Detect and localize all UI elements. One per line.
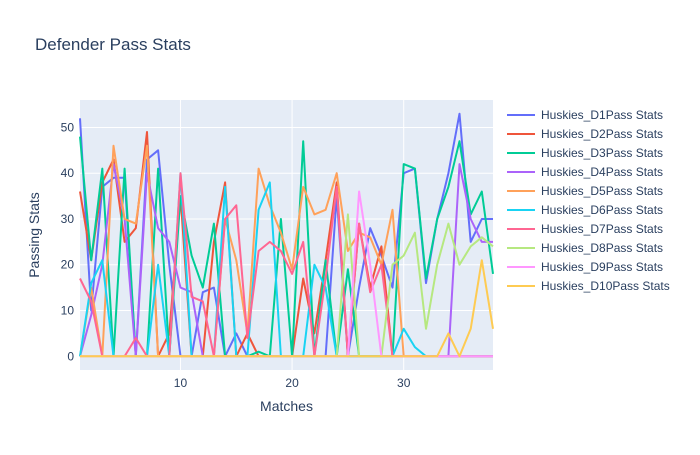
legend-item[interactable]: Huskies_D6Pass Stats — [507, 203, 663, 217]
legend-item[interactable]: Huskies_D3Pass Stats — [507, 146, 663, 160]
legend-item[interactable]: Huskies_D1Pass Stats — [507, 108, 663, 122]
y-tick-label: 40 — [61, 166, 75, 180]
legend-label: Huskies_D10Pass Stats — [541, 279, 670, 293]
legend-item[interactable]: Huskies_D5Pass Stats — [507, 184, 663, 198]
legend-item[interactable]: Huskies_D7Pass Stats — [507, 222, 663, 236]
series-line-3 — [79, 136, 494, 358]
y-tick-label: 50 — [61, 120, 75, 134]
y-tick-label: 30 — [61, 212, 75, 226]
x-tick-label: 20 — [285, 376, 299, 390]
legend-label: Huskies_D1Pass Stats — [541, 108, 663, 122]
x-tick-label: 10 — [174, 376, 188, 390]
legend-label: Huskies_D7Pass Stats — [541, 222, 663, 236]
legend-label: Huskies_D3Pass Stats — [541, 146, 663, 160]
y-tick-label: 0 — [67, 349, 74, 363]
legend-label: Huskies_D9Pass Stats — [541, 260, 663, 274]
legend-label: Huskies_D5Pass Stats — [541, 184, 663, 198]
y-tick-label: 20 — [61, 258, 75, 272]
legend-item[interactable]: Huskies_D4Pass Stats — [507, 165, 663, 179]
legend-item[interactable]: Huskies_D2Pass Stats — [507, 127, 663, 141]
legend-item[interactable]: Huskies_D10Pass Stats — [507, 279, 670, 293]
series-line-10 — [80, 259, 494, 358]
legend-label: Huskies_D6Pass Stats — [541, 203, 663, 217]
series-lines — [79, 112, 494, 358]
x-axis-title: Matches — [260, 398, 313, 414]
y-axis-title: Passing Stats — [26, 192, 42, 278]
tick-labels: 10 20 30 0 10 20 30 40 50 — [61, 120, 411, 390]
legend-item[interactable]: Huskies_D8Pass Stats — [507, 241, 663, 255]
legend-label: Huskies_D4Pass Stats — [541, 165, 663, 179]
legend-item[interactable]: Huskies_D9Pass Stats — [507, 260, 663, 274]
legend-label: Huskies_D2Pass Stats — [541, 127, 663, 141]
chart-title: Defender Pass Stats — [35, 35, 191, 54]
legend-label: Huskies_D8Pass Stats — [541, 241, 663, 255]
x-tick-label: 30 — [397, 376, 411, 390]
y-tick-label: 10 — [61, 304, 75, 318]
legend: Huskies_D1Pass Stats Huskies_D2Pass Stats… — [507, 108, 670, 293]
